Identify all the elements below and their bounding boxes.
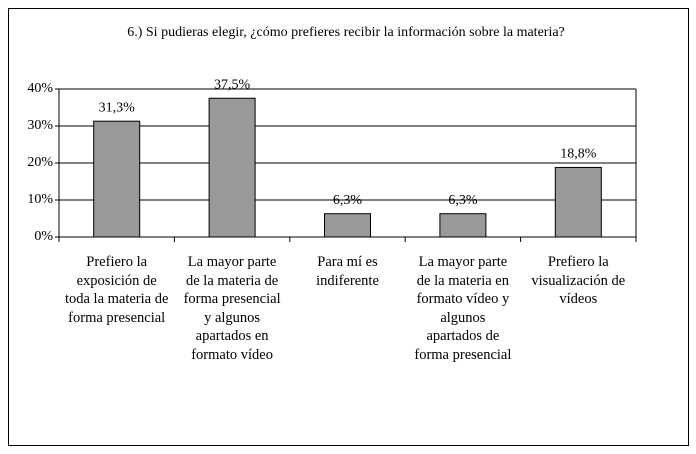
chart-title: 6.) Si pudieras elegir, ¿cómo prefieres … xyxy=(127,25,565,40)
y-tick-label: 10% xyxy=(27,192,53,207)
value-label: 6,3% xyxy=(333,193,363,208)
y-tick-label: 40% xyxy=(27,81,53,96)
bar xyxy=(208,97,256,238)
y-tick-label: 20% xyxy=(27,155,53,170)
x-tick-label: Prefiero la exposición de toda la materi… xyxy=(64,254,169,326)
value-label: 37,5% xyxy=(214,77,251,92)
bar xyxy=(554,166,602,238)
x-tick-label: La mayor parte de la materia en formato … xyxy=(414,254,512,363)
bar xyxy=(439,213,487,238)
value-label: 6,3% xyxy=(448,193,478,208)
value-label: 31,3% xyxy=(99,100,136,115)
bar xyxy=(324,213,371,238)
y-tick-label: 0% xyxy=(34,229,53,244)
x-tick-label: La mayor parte de la materia de forma pr… xyxy=(183,254,281,363)
y-tick-label: 30% xyxy=(27,118,53,133)
bar xyxy=(93,120,141,238)
x-tick-label: Para mí es indiferente xyxy=(316,254,379,289)
x-tick-label: Prefiero la visualización de vídeos xyxy=(531,254,626,307)
value-label: 18,8% xyxy=(560,147,597,162)
